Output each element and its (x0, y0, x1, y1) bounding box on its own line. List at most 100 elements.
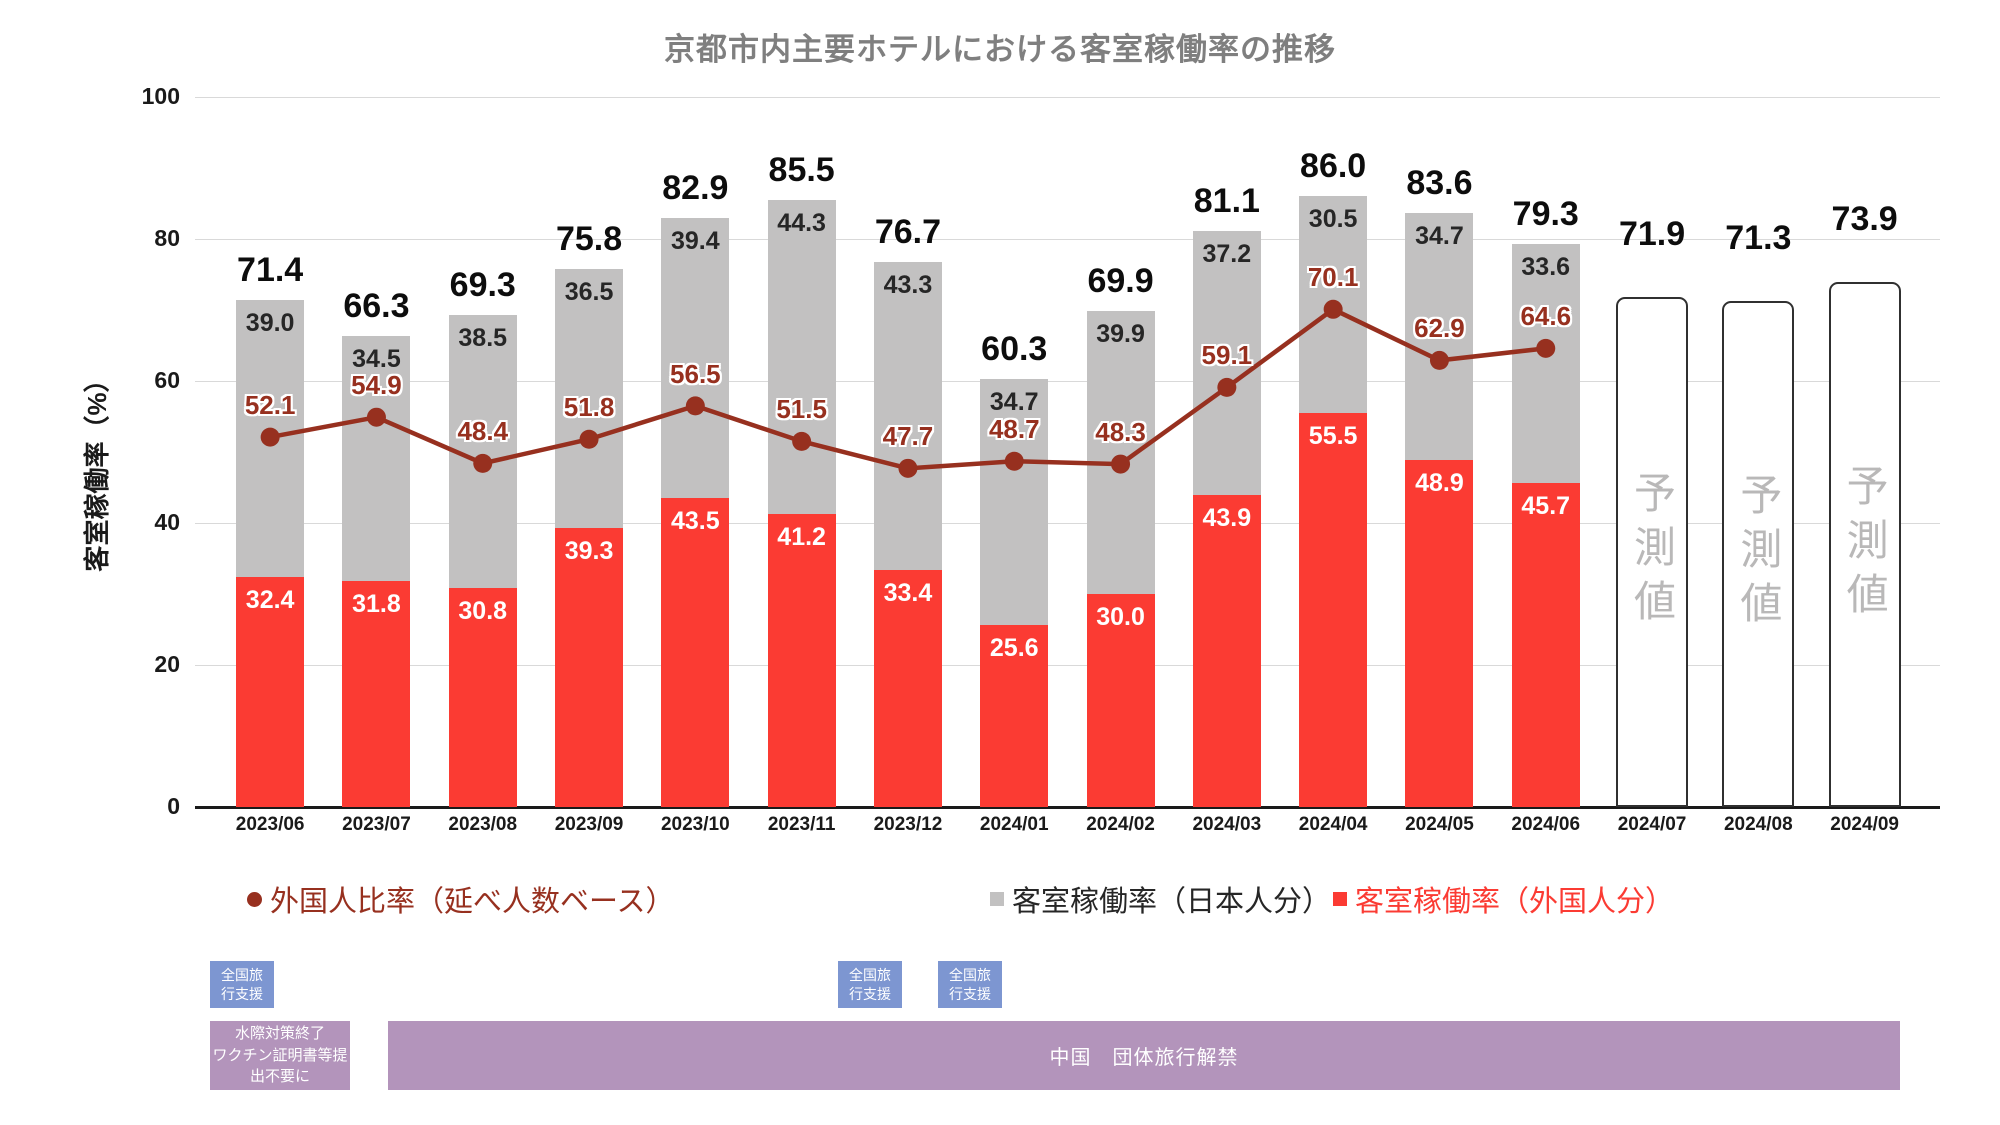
x-axis-line (195, 806, 1940, 809)
japanese-segment-label-2024-05: 34.7 (1415, 222, 1464, 251)
ratio-marker-2023-12 (898, 458, 918, 478)
bar-japanese-2024-02 (1086, 310, 1155, 594)
total-label-2023-06: 71.4 (237, 251, 304, 290)
bar-japanese-2024-03 (1192, 231, 1261, 496)
total-label-2024-02: 69.9 (1087, 261, 1154, 300)
x-tick-2023-10: 2023/10 (660, 814, 730, 835)
bar-japanese-2023-09 (555, 268, 624, 528)
x-tick-2023-07: 2023/07 (342, 814, 411, 835)
x-tick-2024-09: 2024/09 (1830, 814, 1899, 835)
japanese-segment-label-2024-02: 39.9 (1096, 319, 1145, 348)
bar-forecast-2024-08: 予測値 (1722, 300, 1795, 807)
total-label-2023-10: 82.9 (662, 169, 729, 208)
forecast-value-label-2024-08: 予測値 (1734, 472, 1782, 635)
x-tick-2024-07: 2024/07 (1617, 814, 1687, 835)
ratio-marker-2023-11 (792, 431, 812, 451)
ratio-label-2023-10: 56.5 (670, 358, 721, 389)
x-tick-2024-04: 2024/04 (1298, 814, 1368, 835)
foreign-segment-label-2023-07: 31.8 (352, 590, 401, 619)
foreign-segment-label-2023-08: 30.8 (458, 597, 508, 626)
bar-japanese-2023-12 (873, 262, 942, 570)
total-label-2024-06: 79.3 (1512, 194, 1579, 233)
ratio-label-2024-06: 64.6 (1520, 301, 1572, 332)
bar-japanese-2024-01 (980, 378, 1049, 626)
ratio-label-2024-04: 70.1 (1307, 262, 1359, 293)
foreign-segment-label-2023-10: 43.5 (671, 507, 720, 536)
annotation-travel-support-3: 全国旅 行支援 (938, 961, 1002, 1008)
bar-foreign-2024-02 (1086, 594, 1155, 807)
bar-foreign-2023-06 (236, 576, 305, 807)
foreign-segment-label-2023-11: 41.2 (777, 523, 826, 552)
bar-foreign-2023-07 (342, 581, 411, 807)
japanese-segment-label-2023-06: 39.0 (245, 309, 295, 338)
foreign-segment-label-2024-03: 43.9 (1202, 504, 1252, 533)
legend-label-occupancy-japanese: 客室稼働率（日本人分） (1012, 886, 1332, 918)
ratio-marker-2023-06 (260, 427, 280, 447)
legend-item-occupancy-foreign: 客室稼働率（外国人分） (1333, 878, 1674, 920)
ratio-label-2023-09: 51.8 (563, 392, 615, 423)
x-tick-2024-03: 2024/03 (1192, 814, 1262, 835)
bar-foreign-2023-10 (661, 498, 730, 807)
x-tick-2024-08: 2024/08 (1723, 814, 1793, 835)
ratio-label-2024-01: 48.7 (988, 414, 1040, 445)
gridline-60 (195, 381, 1940, 382)
japanese-segment-label-2023-09: 36.5 (564, 277, 614, 306)
annotation-border-measures: 水際対策終了 ワクチン証明書等提 出不要に (210, 1021, 350, 1090)
annotation-travel-support-1: 全国旅 行支援 (210, 961, 274, 1008)
y-tick-40: 40 (154, 509, 180, 535)
foreign-segment-label-2024-04: 55.5 (1308, 421, 1358, 450)
ratio-marker-2024-02 (1111, 454, 1131, 474)
annotation-travel-support-2: 全国旅 行支援 (838, 961, 902, 1008)
x-tick-2024-05: 2024/05 (1405, 814, 1474, 835)
bar-forecast-2024-07: 予測値 (1616, 296, 1689, 807)
foreign-segment-label-2023-06: 32.4 (245, 585, 295, 614)
ratio-label-2024-05: 62.9 (1414, 313, 1465, 344)
japanese-segment-label-2023-10: 39.4 (671, 227, 720, 256)
bar-forecast-2024-09: 予測値 (1828, 282, 1901, 807)
bar-japanese-2024-06 (1511, 243, 1580, 483)
japanese-segment-label-2023-08: 38.5 (458, 323, 508, 352)
legend-label-occupancy-foreign: 客室稼働率（外国人分） (1355, 886, 1675, 918)
ratio-marker-2024-04 (1323, 299, 1343, 319)
bar-foreign-2023-11 (767, 514, 836, 807)
bar-foreign-2023-12 (873, 569, 942, 807)
legend-item-occupancy-japanese: 客室稼働率（日本人分） (990, 878, 1331, 920)
ratio-marker-2023-10 (685, 396, 705, 416)
japanese-segment-label-2024-06: 33.6 (1521, 252, 1571, 281)
bar-foreign-2024-06 (1511, 482, 1580, 807)
ratio-marker-2024-03 (1217, 377, 1237, 397)
legend: 外国人比率（延べ人数ベース） 客室稼働率（日本人分） 客室稼働率（外国人分） (0, 878, 2000, 922)
total-label-2023-08: 69.3 (449, 265, 516, 304)
foreign-segment-label-2024-06: 45.7 (1521, 491, 1571, 520)
ratio-label-2023-06: 52.1 (244, 390, 296, 421)
ratio-label-2023-11: 51.5 (776, 394, 827, 425)
japanese-segment-label-2024-01: 34.7 (989, 387, 1039, 416)
x-tick-2024-06: 2024/06 (1511, 814, 1581, 835)
bar-foreign-2024-03 (1192, 495, 1261, 807)
total-label-2024-07: 71.9 (1618, 214, 1686, 253)
japanese-segment-label-2024-03: 37.2 (1202, 240, 1252, 269)
forecast-value-label-2024-07: 予測値 (1628, 470, 1676, 633)
bar-foreign-2024-05 (1405, 459, 1474, 807)
total-label-2024-04: 86.0 (1300, 147, 1367, 186)
x-tick-2024-01: 2024/01 (979, 814, 1049, 835)
ratio-marker-2023-07 (366, 407, 386, 427)
foreign-segment-label-2023-09: 39.3 (564, 536, 614, 565)
ratio-label-2023-12: 47.7 (882, 421, 934, 452)
legend-square-marker-gray-icon (990, 892, 1004, 906)
y-tick-20: 20 (154, 651, 180, 677)
japanese-segment-label-2023-11: 44.3 (777, 208, 826, 237)
gridline-20 (195, 665, 1940, 666)
total-label-2024-08: 71.3 (1725, 218, 1792, 257)
total-label-2024-09: 73.9 (1831, 200, 1898, 239)
foreign-segment-label-2024-05: 48.9 (1415, 468, 1464, 497)
foreign-segment-label-2023-12: 33.4 (883, 578, 933, 607)
x-tick-2023-12: 2023/12 (873, 814, 943, 835)
bar-foreign-2024-04 (1299, 412, 1368, 807)
foreign-segment-label-2024-01: 25.6 (989, 634, 1039, 663)
y-tick-60: 60 (154, 367, 180, 393)
bar-japanese-2024-05 (1405, 213, 1474, 460)
ratio-marker-2023-08 (473, 453, 493, 473)
